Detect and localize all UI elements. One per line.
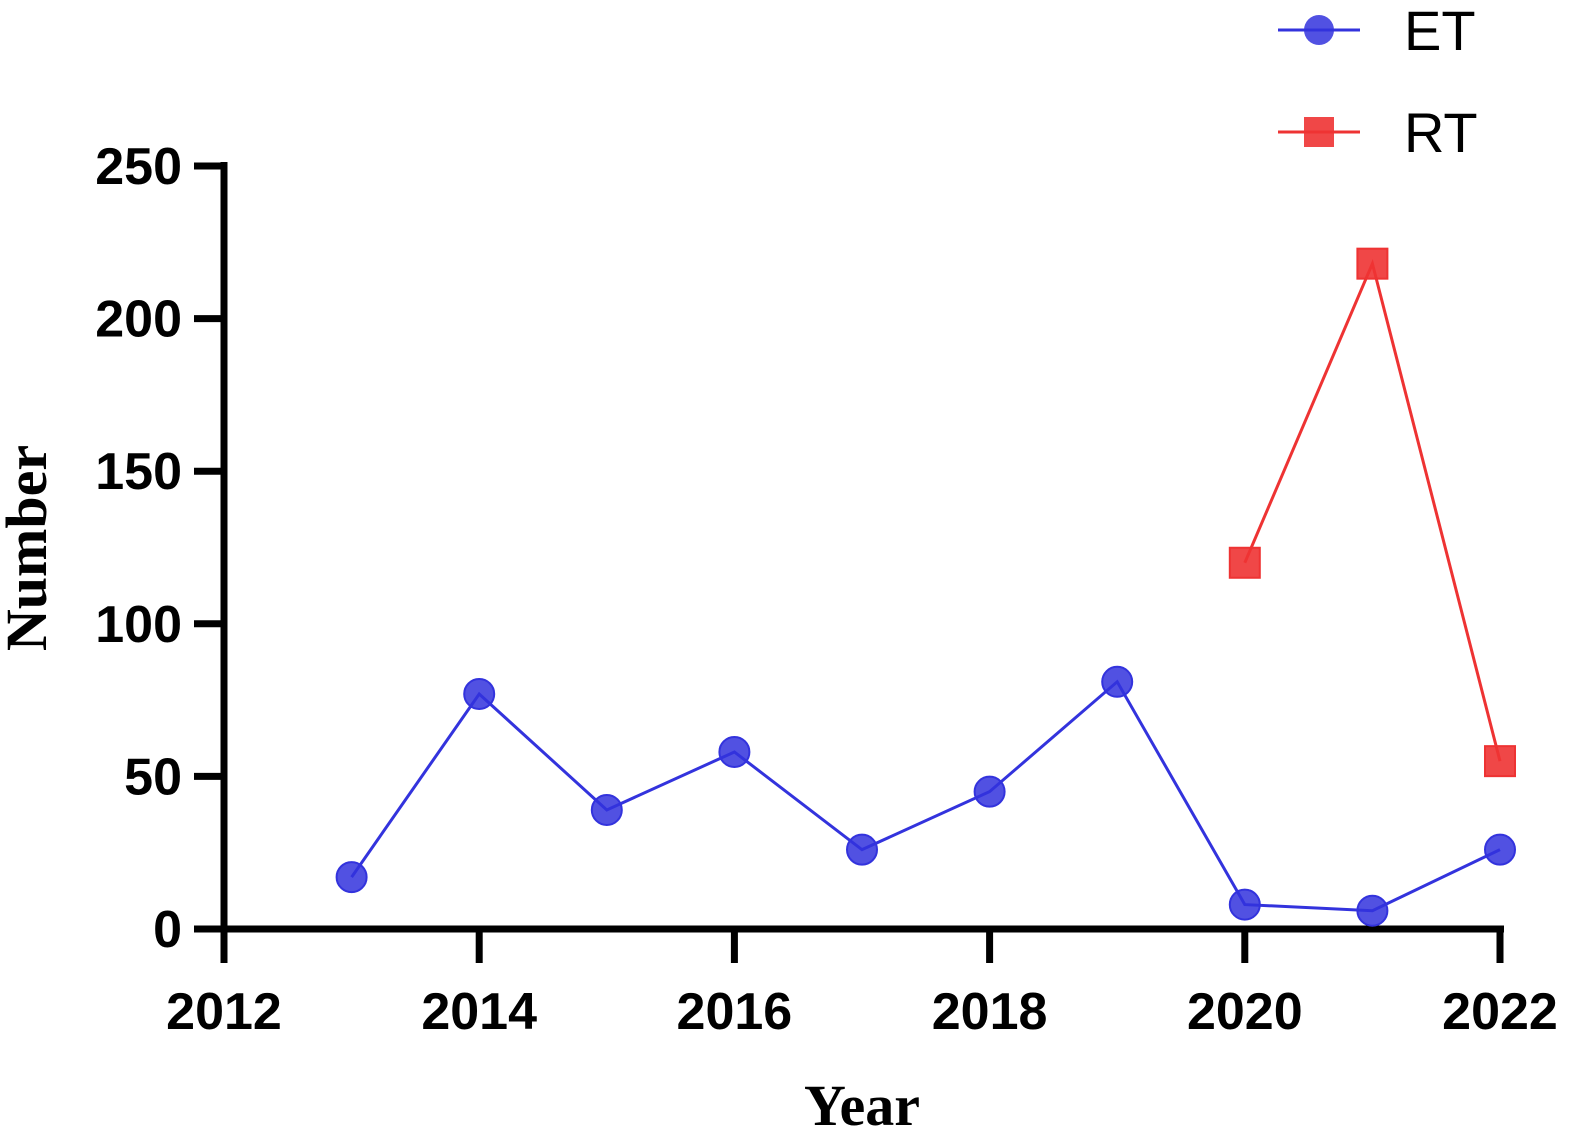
x-tick-label: 2012	[166, 983, 282, 1041]
y-tick-label: 0	[153, 901, 182, 959]
x-tick-label: 2020	[1187, 983, 1303, 1041]
data-point-et	[846, 833, 878, 866]
legend-swatch-marker	[1304, 15, 1334, 45]
series-line-rt	[1243, 259, 1502, 762]
x-tick-label: 2022	[1442, 983, 1558, 1041]
legend-label: ET	[1404, 0, 1476, 62]
x-axis-title: Year	[804, 1073, 920, 1138]
data-point-et	[1228, 888, 1261, 921]
x-tick-label: 2018	[932, 983, 1048, 1041]
y-tick-label: 250	[95, 138, 182, 196]
data-point-rt	[1356, 247, 1389, 280]
legend-item-et: ET	[1278, 0, 1476, 62]
series-et	[335, 665, 1516, 927]
data-point-et	[463, 677, 496, 710]
plot-area	[335, 247, 1516, 927]
x-tick-label: 2014	[421, 983, 537, 1041]
data-point-rt	[1228, 546, 1261, 579]
legend-item-rt: RT	[1278, 101, 1478, 164]
x-tick-label: 2016	[677, 983, 793, 1041]
series-rt	[1228, 247, 1516, 778]
legend-swatch-marker	[1304, 117, 1334, 147]
axes: 0 50 100 150 200 250 2012 2014 2016 2018 2020 2022	[95, 138, 1558, 1041]
data-point-et	[718, 735, 751, 768]
data-point-et	[590, 793, 623, 826]
y-axis-title: Number	[0, 445, 59, 651]
data-point-rt	[1484, 745, 1516, 778]
y-tick-label: 50	[124, 748, 182, 806]
data-point-et	[1356, 894, 1389, 927]
y-tick-label: 200	[95, 291, 182, 349]
legend: ET RT	[1278, 0, 1478, 164]
y-tick-label: 150	[95, 443, 182, 501]
data-point-et	[973, 775, 1006, 808]
legend-label: RT	[1404, 101, 1478, 164]
data-point-et	[1484, 833, 1516, 866]
data-point-et	[335, 861, 368, 894]
y-tick-label: 100	[95, 596, 182, 654]
series-line-et	[350, 679, 1501, 913]
data-point-et	[1101, 665, 1134, 698]
